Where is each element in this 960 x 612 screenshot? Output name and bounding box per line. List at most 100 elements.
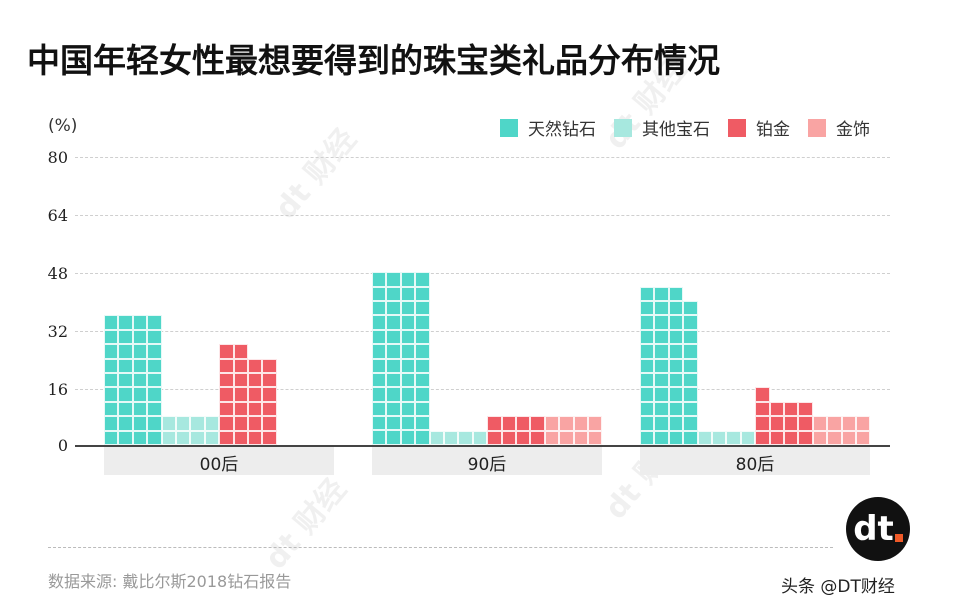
waffle-cell [104, 344, 119, 359]
waffle-cell [654, 344, 669, 359]
category-label: 90后 [467, 455, 507, 475]
waffle-cell [132, 344, 148, 359]
waffle-cell [668, 372, 684, 388]
waffle-cell [429, 430, 444, 445]
waffle-cell [118, 315, 133, 330]
waffle-cell [386, 300, 401, 316]
waffle-cell [415, 372, 430, 388]
waffle-cell [654, 286, 669, 301]
waffle-cell [233, 430, 248, 445]
waffle-cell [443, 430, 459, 445]
waffle-cell [783, 430, 799, 445]
waffle-cell [841, 430, 856, 445]
credit-text: 头条 @DT财经 [781, 577, 895, 597]
waffle-cell [654, 329, 669, 345]
waffle-cell [654, 401, 669, 417]
waffle-cell [262, 372, 277, 388]
waffle-cell [247, 430, 263, 445]
waffle-cell [654, 387, 669, 402]
watermark: dt 财经 [258, 472, 354, 577]
category-band [372, 447, 602, 475]
waffle-cell [683, 300, 698, 316]
waffle-cell [262, 430, 277, 445]
waffle-cell [812, 416, 828, 431]
waffle-cell [372, 401, 387, 417]
waffle-cell [118, 416, 133, 431]
waffle-cell [683, 430, 698, 445]
waffle-cell [247, 387, 263, 402]
waffle-cell [783, 401, 799, 417]
waffle-cell [798, 416, 813, 431]
waffle-cell [262, 358, 277, 373]
y-tick: 0 [57, 436, 68, 455]
waffle-cell [400, 272, 416, 287]
waffle-cell [668, 430, 684, 445]
waffle-bar [487, 416, 545, 445]
waffle-cell [233, 387, 248, 402]
waffle-cell [654, 416, 669, 431]
waffle-cell [104, 372, 119, 388]
waffle-cell [147, 344, 162, 359]
waffle-cell [161, 416, 176, 431]
waffle-cell [386, 315, 401, 330]
waffle-cell [147, 358, 162, 373]
waffle-cell [400, 401, 416, 417]
waffle-cell [530, 430, 545, 445]
waffle-cell [640, 372, 655, 388]
waffle-cell [219, 430, 234, 445]
y-axis-unit: (%) [48, 116, 78, 136]
footer-divider [48, 547, 833, 548]
waffle-cell [118, 344, 133, 359]
waffle-bar [640, 286, 698, 445]
waffle-cell [372, 358, 387, 373]
waffle-cell [501, 416, 516, 431]
waffle-cell [372, 329, 387, 345]
data-source: 数据来源: 戴比尔斯2018钻石报告 [48, 572, 292, 591]
waffle-cell [372, 344, 387, 359]
waffle-cell [415, 401, 430, 417]
waffle-cell [784, 387, 798, 401]
waffle-cell [372, 272, 387, 287]
waffle-cell [204, 416, 220, 431]
waffle-cell [697, 430, 712, 445]
waffle-cell [372, 387, 387, 402]
waffle-cell [770, 387, 784, 401]
waffle-cell [415, 344, 430, 359]
waffle-cell [640, 286, 655, 301]
chart-title: 中国年轻女性最想要得到的珠宝类礼品分布情况 [27, 41, 720, 80]
waffle-cell [798, 387, 812, 401]
waffle-cell [400, 358, 416, 373]
waffle-bar [429, 430, 488, 445]
waffle-cell [386, 272, 401, 287]
waffle-cell [248, 344, 262, 358]
gridline [75, 389, 890, 390]
waffle-cell [668, 315, 684, 330]
gridline [75, 215, 890, 216]
waffle-cell [147, 416, 162, 431]
waffle-cell [487, 416, 502, 431]
waffle-cell [798, 401, 813, 417]
waffle-cell [147, 329, 162, 345]
waffle-cell [827, 416, 842, 431]
waffle-cell [147, 372, 162, 388]
waffle-bar [755, 387, 813, 445]
waffle-cell [400, 315, 416, 330]
waffle-cell [769, 416, 784, 431]
waffle-cell [683, 372, 698, 388]
waffle-cell [386, 416, 401, 431]
waffle-cell [161, 430, 176, 445]
waffle-cell [104, 387, 119, 402]
waffle-bar [161, 416, 220, 445]
waffle-cell [400, 300, 416, 316]
y-tick: 64 [47, 206, 68, 225]
legend: 天然钻石 其他宝石 铂金 金饰 [500, 115, 888, 140]
waffle-cell [640, 387, 655, 402]
waffle-cell [386, 286, 401, 301]
category-band [104, 447, 334, 475]
legend-item-gold-jewelry: 金饰 [808, 115, 870, 140]
waffle-cell [104, 401, 119, 417]
waffle-cell [104, 416, 119, 431]
waffle-cell [132, 401, 148, 417]
waffle-cell [755, 387, 770, 402]
waffle-cell [668, 344, 684, 359]
